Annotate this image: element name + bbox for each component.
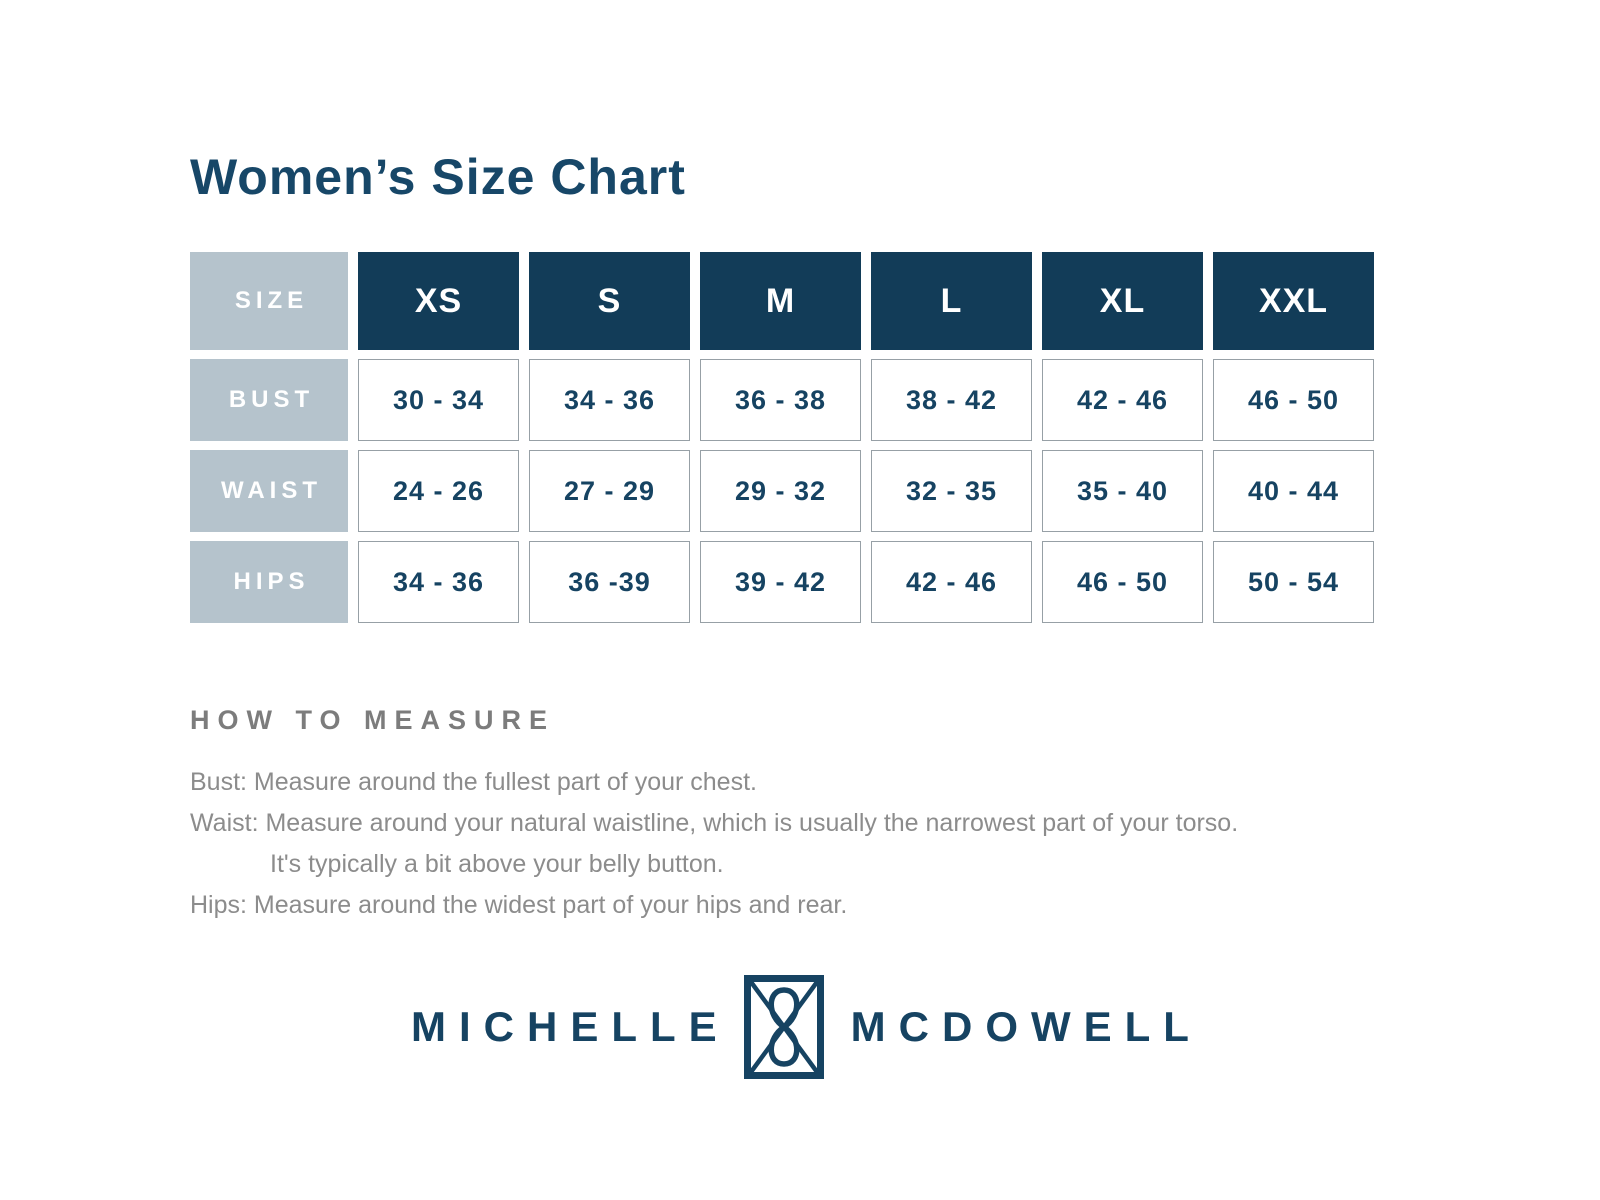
hips-s-cell: 36 -39 — [529, 541, 690, 623]
row-label-hips: HIPS — [190, 541, 348, 623]
page-title: Women’s Size Chart — [190, 149, 686, 205]
waist-xxl-cell: 40 - 44 — [1213, 450, 1374, 532]
brand-word-mcdowell: MCDOWELL — [850, 1003, 1202, 1050]
infinity-knot-monogram-icon — [743, 975, 824, 1079]
row-label-waist: WAIST — [190, 450, 348, 532]
size-header-l: L — [871, 252, 1032, 350]
row-label-bust: BUST — [190, 359, 348, 441]
size-header-s: S — [529, 252, 690, 350]
waist-xs-cell: 24 - 26 — [358, 450, 519, 532]
hips-l-cell: 42 - 46 — [871, 541, 1032, 623]
brand-word-michelle: MICHELLE — [411, 1003, 730, 1050]
how-to-measure-text: Bust: Measure around the fullest part of… — [190, 762, 1374, 926]
size-chart-table: SIZE XS S M L XL XXL BUST 30 - 34 34 - 3… — [190, 252, 1374, 623]
how-to-measure-heading: HOW TO MEASURE — [190, 705, 556, 735]
waist-l-cell: 32 - 35 — [871, 450, 1032, 532]
measure-bust-line: Bust: Measure around the fullest part of… — [190, 768, 757, 796]
bust-xxl-cell: 46 - 50 — [1213, 359, 1374, 441]
hips-xxl-cell: 50 - 54 — [1213, 541, 1374, 623]
table-corner-label: SIZE — [190, 252, 348, 350]
waist-m-cell: 29 - 32 — [700, 450, 861, 532]
hips-xl-cell: 46 - 50 — [1042, 541, 1203, 623]
hips-m-cell: 39 - 42 — [700, 541, 861, 623]
bust-xl-cell: 42 - 46 — [1042, 359, 1203, 441]
bust-xs-cell: 30 - 34 — [358, 359, 519, 441]
content-column: Women’s Size Chart SIZE XS S M L XL XXL … — [190, 0, 1374, 926]
hips-xs-cell: 34 - 36 — [358, 541, 519, 623]
size-header-xxl: XXL — [1213, 252, 1374, 350]
waist-xl-cell: 35 - 40 — [1042, 450, 1203, 532]
size-header-xl: XL — [1042, 252, 1203, 350]
brand-logo: MICHELLE MCDOWELL — [0, 975, 1600, 1079]
waist-s-cell: 27 - 29 — [529, 450, 690, 532]
size-header-m: M — [700, 252, 861, 350]
bust-m-cell: 36 - 38 — [700, 359, 861, 441]
bust-s-cell: 34 - 36 — [529, 359, 690, 441]
size-header-xs: XS — [358, 252, 519, 350]
measure-hips-line: Hips: Measure around the widest part of … — [190, 891, 848, 919]
bust-l-cell: 38 - 42 — [871, 359, 1032, 441]
measure-waist-line: Waist: Measure around your natural waist… — [190, 809, 1239, 837]
measure-waist-line-continued: It's typically a bit above your belly bu… — [270, 850, 724, 878]
